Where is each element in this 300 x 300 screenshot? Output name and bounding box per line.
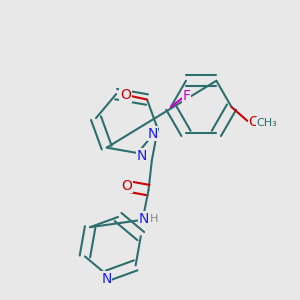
Text: O: O xyxy=(120,88,131,102)
Text: N: N xyxy=(137,149,147,163)
Text: CH₃: CH₃ xyxy=(257,118,278,128)
Text: O: O xyxy=(121,178,132,193)
Text: H: H xyxy=(150,214,158,224)
Text: F: F xyxy=(183,89,191,103)
Text: N: N xyxy=(139,212,149,226)
Text: N: N xyxy=(147,127,158,141)
Text: N: N xyxy=(101,272,112,286)
Text: O: O xyxy=(249,115,260,129)
